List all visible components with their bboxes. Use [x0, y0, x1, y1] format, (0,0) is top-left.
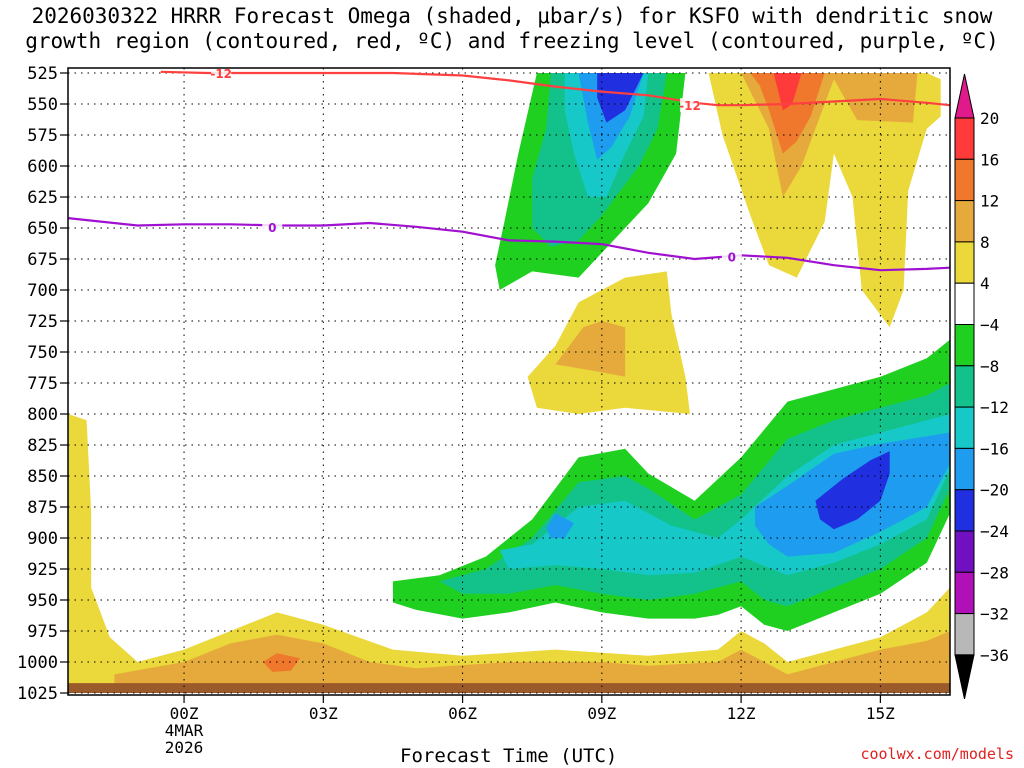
colorbar-label: −20 — [980, 481, 1009, 500]
colorbar-label: 4 — [980, 274, 990, 293]
colorbar-label: 16 — [980, 150, 999, 169]
y-tick-label: 700 — [27, 281, 58, 301]
y-tick-label: 525 — [27, 64, 58, 84]
omega-shading — [68, 73, 950, 693]
x-tick-label: 00Z — [170, 704, 199, 723]
colorbar-swatch — [954, 406, 975, 449]
shaded-region-4 — [555, 321, 626, 377]
y-tick-label: 650 — [27, 219, 58, 239]
x-tick-label: 15Z — [866, 704, 895, 723]
contour-label: -12 — [679, 99, 701, 113]
y-tick-label: 600 — [27, 157, 58, 177]
y-tick-label: 850 — [27, 467, 58, 487]
colorbar-swatch — [954, 282, 975, 326]
x-tick-year: 2026 — [165, 738, 204, 757]
contour-label: -12 — [210, 67, 232, 81]
colorbar-swatch — [954, 530, 975, 573]
y-tick-label: 825 — [27, 436, 58, 456]
colorbar-swatch — [954, 200, 975, 243]
title-line-1: 2026030322 HRRR Forecast Omega (shaded, … — [31, 4, 993, 28]
y-tick-label: 875 — [27, 498, 58, 518]
y-tick-label: 550 — [27, 95, 58, 115]
contour-label-bg — [680, 98, 701, 113]
contour-line-1 — [68, 217, 950, 272]
y-tick-label: 625 — [27, 188, 58, 208]
colorbar-label: −16 — [980, 439, 1009, 458]
colorbar-label: −28 — [980, 563, 1009, 582]
x-tick-label: 12Z — [727, 704, 756, 723]
colorbar-swatch — [954, 613, 975, 656]
y-tick-label: 675 — [27, 250, 58, 270]
colorbar-label: 8 — [980, 233, 990, 252]
colorbar-swatch — [954, 117, 975, 160]
y-tick-label: 1000 — [17, 653, 58, 673]
y-tick-label: 725 — [27, 312, 58, 332]
colorbar-swatch — [954, 571, 975, 615]
colorbar: 20 16 12 8 4 −4 −8 −12 −16 −20 −24 −28 −32 −36 — [954, 73, 1009, 700]
y-tick-label: 775 — [27, 374, 58, 394]
chart-title: 2026030322 HRRR Forecast Omega (shaded, … — [0, 4, 1024, 54]
shaded-region-2 — [263, 653, 301, 672]
colorbar-label: −12 — [980, 398, 1009, 417]
colorbar-label: 12 — [980, 192, 999, 211]
source-credit: coolwx.com/models — [860, 745, 1014, 763]
x-tick-label: 06Z — [448, 704, 477, 723]
x-tick-date: 4MAR — [165, 721, 204, 740]
colorbar-label: −32 — [980, 605, 1009, 624]
y-tick-label: 900 — [27, 529, 58, 549]
contour-label-bg — [262, 219, 283, 234]
colorbar-label: −8 — [980, 357, 999, 376]
colorbar-swatch — [954, 241, 975, 284]
y-tick-label: 925 — [27, 560, 58, 580]
shaded-region-17 — [546, 513, 574, 538]
shaded-region-8 — [773, 73, 802, 111]
shaded-region-20 — [68, 683, 950, 693]
shaded-region-19 — [815, 451, 890, 530]
colorbar-label: −36 — [980, 646, 1009, 665]
contour-label-bg — [211, 68, 232, 80]
colorbar-swatch — [954, 324, 975, 367]
contour-line-0 — [160, 70, 950, 107]
colorbar-label: 20 — [980, 109, 999, 128]
shaded-region-7 — [750, 73, 825, 154]
y-tick-label: 800 — [27, 405, 58, 425]
contour-label-bg — [721, 249, 742, 264]
x-axis-label: Forecast Time (UTC) — [400, 745, 618, 767]
y-tick-label: 975 — [27, 622, 58, 642]
x-tick-label: 09Z — [587, 704, 616, 723]
colorbar-swatch — [954, 365, 975, 408]
contour-label: 0 — [268, 221, 276, 235]
colorbar-swatch — [954, 158, 975, 202]
contour-lines: -12 -12 0 0 — [68, 67, 950, 272]
colorbar-label: −4 — [980, 316, 999, 335]
title-line-2: growth region (contoured, red, ºC) and f… — [25, 29, 999, 53]
y-tick-label: 1025 — [17, 684, 58, 704]
plot-frame — [67, 67, 951, 696]
shaded-region-5 — [708, 73, 941, 328]
colorbar-swatch — [954, 489, 975, 532]
y-tick-label: 575 — [27, 126, 58, 146]
y-tick-label: 750 — [27, 343, 58, 363]
colorbar-label: −24 — [980, 522, 1009, 541]
colorbar-swatch — [954, 447, 975, 491]
x-tick-label: 03Z — [309, 704, 338, 723]
contour-label: 0 — [728, 251, 736, 265]
shaded-region-0 — [68, 414, 950, 693]
y-axis: 525 550 575 600 625 650 675 700 725 750 775 800 825 8… — [17, 64, 68, 704]
colorbar-bottom-arrow — [954, 654, 975, 700]
shaded-region-13 — [597, 73, 644, 123]
colorbar-top-arrow — [954, 73, 975, 119]
y-tick-label: 950 — [27, 591, 58, 611]
